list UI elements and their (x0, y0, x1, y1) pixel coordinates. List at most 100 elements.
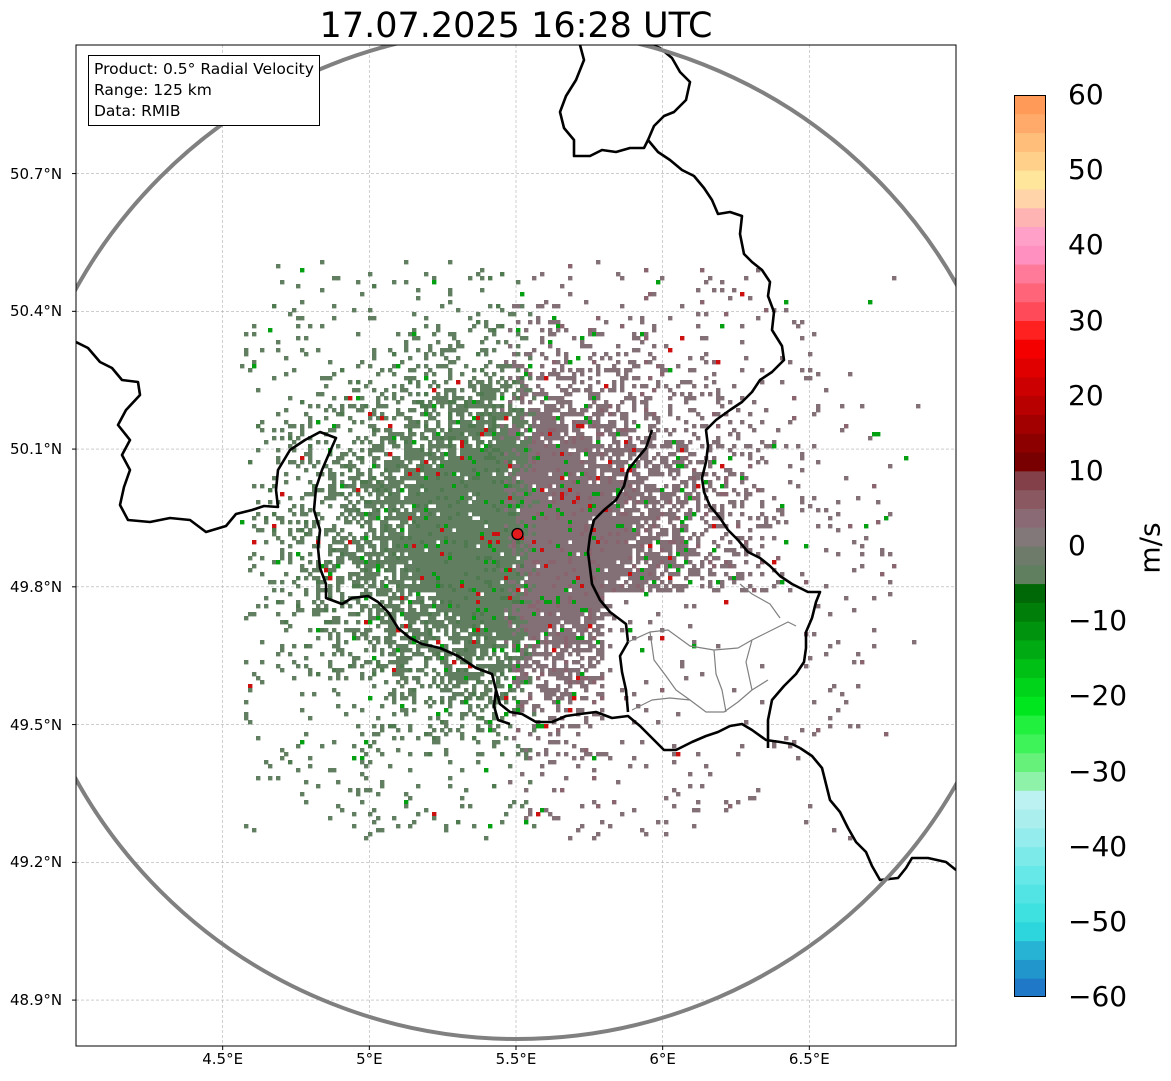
echo-cell (500, 376, 505, 381)
echo-cell (588, 508, 593, 513)
echo-cell (460, 472, 465, 477)
echo-cell (608, 580, 613, 585)
echo-cell (488, 552, 493, 557)
echo-cell (316, 460, 321, 465)
echo-cell (432, 484, 437, 489)
echo-cell (436, 712, 441, 717)
echo-cell (516, 660, 521, 665)
echo-cell (584, 556, 589, 561)
echo-cell (476, 676, 481, 681)
echo-cell (484, 472, 489, 477)
echo-cell (564, 484, 569, 489)
echo-cell (544, 604, 549, 609)
echo-cell (336, 672, 341, 677)
echo-cell (516, 488, 521, 493)
echo-cell (484, 404, 489, 409)
echo-cell (444, 528, 449, 533)
echo-cell (392, 460, 397, 465)
echo-cell (400, 536, 405, 541)
echo-cell (476, 392, 481, 397)
echo-cell (484, 444, 489, 449)
echo-cell (292, 504, 297, 509)
echo-cell (600, 572, 605, 577)
echo-cell (336, 676, 341, 681)
echo-cell (392, 508, 397, 513)
echo-cell (384, 592, 389, 597)
echo-cell (492, 524, 497, 529)
echo-cell (572, 520, 577, 525)
echo-cell (396, 460, 401, 465)
echo-cell (520, 364, 525, 369)
echo-cell (508, 804, 513, 809)
echo-cell (428, 500, 433, 505)
echo-cell (392, 484, 397, 489)
echo-cell (404, 708, 409, 713)
echo-cell (436, 544, 441, 549)
echo-cell (436, 652, 441, 657)
echo-cell (540, 620, 545, 625)
echo-cell (620, 496, 625, 501)
echo-cell (548, 508, 553, 513)
echo-cell (604, 544, 609, 549)
echo-cell (580, 708, 585, 713)
echo-cell (524, 428, 529, 433)
echo-cell (436, 528, 441, 533)
echo-cell (416, 532, 421, 537)
echo-cell (536, 488, 541, 493)
echo-cell (492, 616, 497, 621)
echo-cell (408, 648, 413, 653)
echo-cell (480, 664, 485, 669)
echo-cell (572, 576, 577, 581)
echo-cell (448, 608, 453, 613)
echo-cell (480, 504, 485, 509)
echo-cell (508, 508, 513, 513)
echo-cell (388, 548, 393, 553)
echo-cell (504, 544, 509, 549)
echo-cell (596, 488, 601, 493)
echo-cell (448, 564, 453, 569)
echo-cell (492, 716, 497, 721)
echo-cell (296, 552, 301, 557)
echo-cell (568, 508, 573, 513)
echo-cell (588, 468, 593, 473)
echo-cell (320, 488, 325, 493)
echo-cell (272, 484, 277, 489)
echo-cell (408, 528, 413, 533)
echo-cell (596, 580, 601, 585)
echo-cell (480, 716, 485, 721)
echo-cell (328, 544, 333, 549)
echo-cell (480, 576, 485, 581)
echo-cell (468, 664, 473, 669)
echo-cell (584, 576, 589, 581)
echo-cell (536, 452, 541, 457)
echo-cell (340, 648, 345, 653)
echo-cell (556, 456, 561, 461)
echo-cell (408, 656, 413, 661)
echo-cell (416, 784, 421, 789)
echo-cell (356, 396, 361, 401)
echo-cell (404, 448, 409, 453)
echo-cell (412, 336, 417, 341)
echo-cell (528, 608, 533, 613)
echo-cell (628, 316, 633, 321)
echo-cell (592, 568, 597, 573)
echo-cell (388, 424, 393, 429)
echo-cell (600, 452, 605, 457)
echo-cell (500, 428, 505, 433)
echo-cell (536, 508, 541, 513)
echo-cell (500, 612, 505, 617)
echo-cell (548, 420, 553, 425)
echo-cell (564, 556, 569, 561)
echo-cell (536, 628, 541, 633)
echo-cell (500, 456, 505, 461)
echo-cell (560, 672, 565, 677)
echo-cell (472, 492, 477, 497)
echo-cell (516, 428, 521, 433)
echo-cell (496, 584, 501, 589)
echo-cell (440, 304, 445, 309)
echo-cell (584, 648, 589, 653)
echo-cell (420, 500, 425, 505)
echo-cell (544, 508, 549, 513)
echo-cell (452, 620, 457, 625)
echo-cell (616, 548, 621, 553)
